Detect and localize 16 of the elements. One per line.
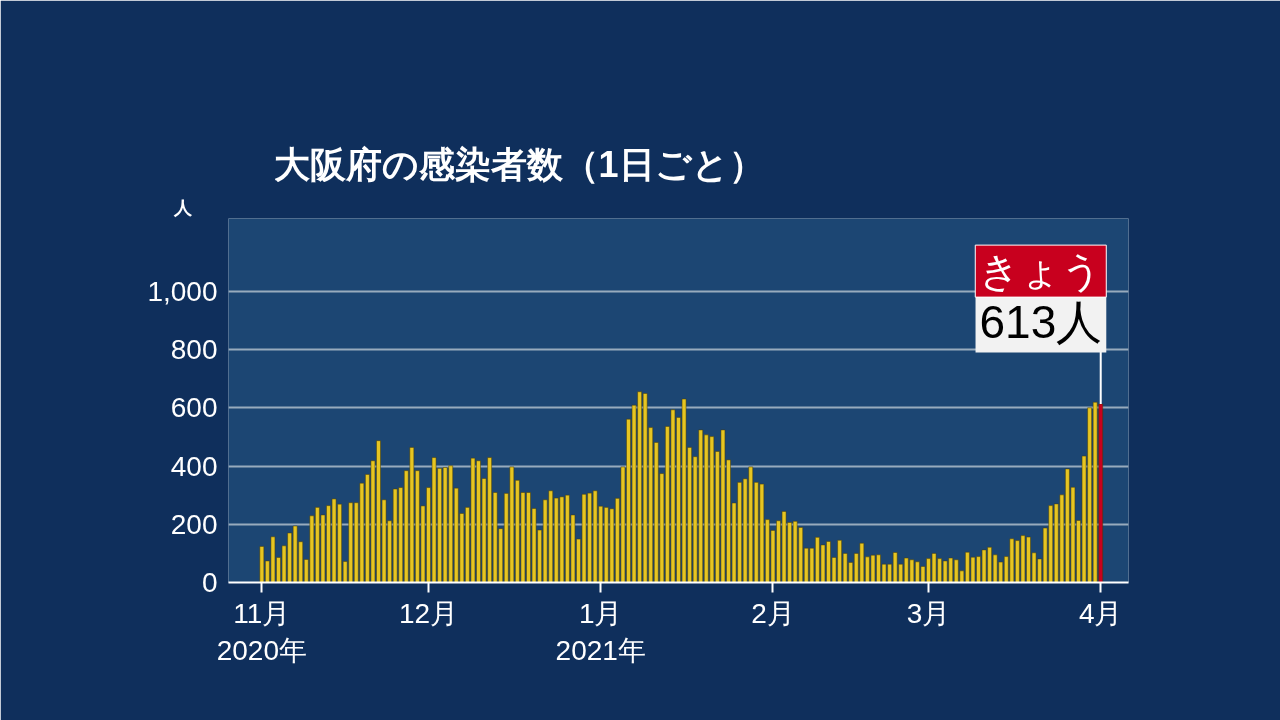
y-axis-title: 人 bbox=[172, 197, 193, 218]
x-tick-label: 1月 2021年 bbox=[555, 597, 646, 666]
y-tick-label: 0 bbox=[201, 567, 218, 598]
data-label: 613人 bbox=[979, 296, 1103, 349]
y-tick-label: 400 bbox=[170, 450, 218, 482]
y-tick-label: 200 bbox=[170, 508, 218, 540]
annotation: きょう bbox=[979, 249, 1103, 294]
x-tick-label: 4月 bbox=[1078, 597, 1123, 629]
y-tick-label: 600 bbox=[170, 392, 218, 424]
y-tick-label: 1,000 bbox=[147, 275, 218, 307]
chart-title: 大阪府の感染者数（1日ごと） bbox=[273, 143, 765, 185]
y-tick-label: 800 bbox=[170, 334, 218, 366]
x-tick-label: 12月 bbox=[398, 597, 459, 629]
x-tick-label: 3月 bbox=[906, 597, 951, 629]
x-tick-label: 11月 2020年 bbox=[216, 597, 307, 666]
x-tick-label: 2月 bbox=[751, 597, 795, 629]
